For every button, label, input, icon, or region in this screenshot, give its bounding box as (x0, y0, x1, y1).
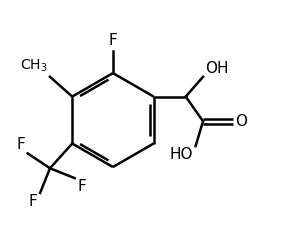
Text: O: O (235, 114, 247, 129)
Text: OH: OH (206, 60, 229, 76)
Text: F: F (29, 194, 38, 209)
Text: HO: HO (170, 147, 193, 162)
Text: F: F (109, 33, 117, 48)
Text: CH$_3$: CH$_3$ (20, 58, 47, 74)
Text: F: F (16, 137, 25, 152)
Text: F: F (77, 180, 86, 194)
